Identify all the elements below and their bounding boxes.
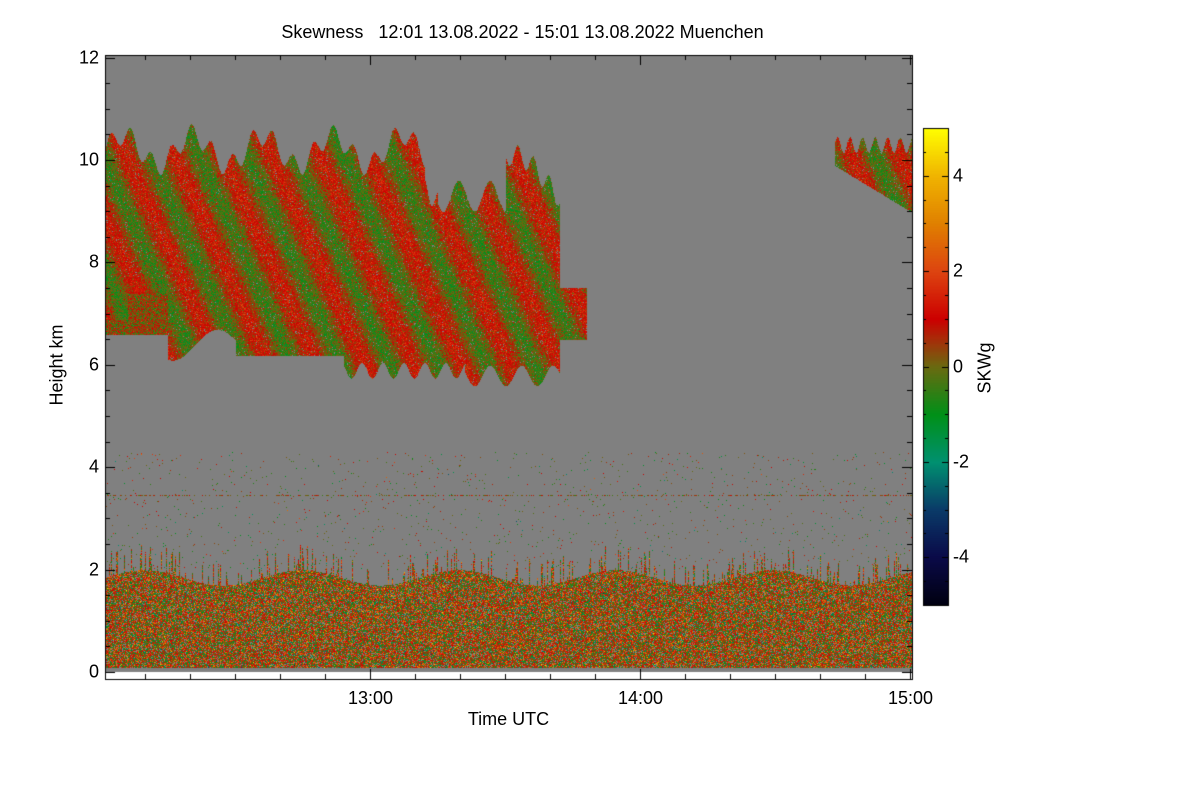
y-tick-label: 10 — [78, 149, 99, 170]
y-tick-label: 2 — [88, 559, 99, 580]
colorbar-tick-label: 2 — [953, 260, 964, 281]
x-tick-label: 14:00 — [617, 688, 664, 708]
y-tick-label: 4 — [88, 456, 99, 477]
y-tick-label: 8 — [88, 251, 99, 272]
y-tick-label: 0 — [88, 661, 99, 682]
x-axis-label: Time UTC — [467, 709, 550, 729]
colorbar-tick-label: 4 — [953, 165, 964, 186]
x-tick-label: 13:00 — [347, 688, 394, 708]
y-axis-label: Height km — [46, 324, 67, 406]
colorbar-tick-label: -2 — [953, 451, 970, 472]
y-tick-label: 12 — [78, 47, 99, 68]
colorbar-tick-label: 0 — [953, 356, 964, 376]
x-tick-label: 15:00 — [887, 688, 934, 708]
y-tick-label: 6 — [88, 354, 99, 375]
colorbar-tick-label: -4 — [953, 546, 970, 567]
colorbar-label: SKWg — [974, 342, 995, 394]
chart-title: Skewness 12:01 13.08.2022 - 15:01 13.08.… — [281, 22, 764, 42]
